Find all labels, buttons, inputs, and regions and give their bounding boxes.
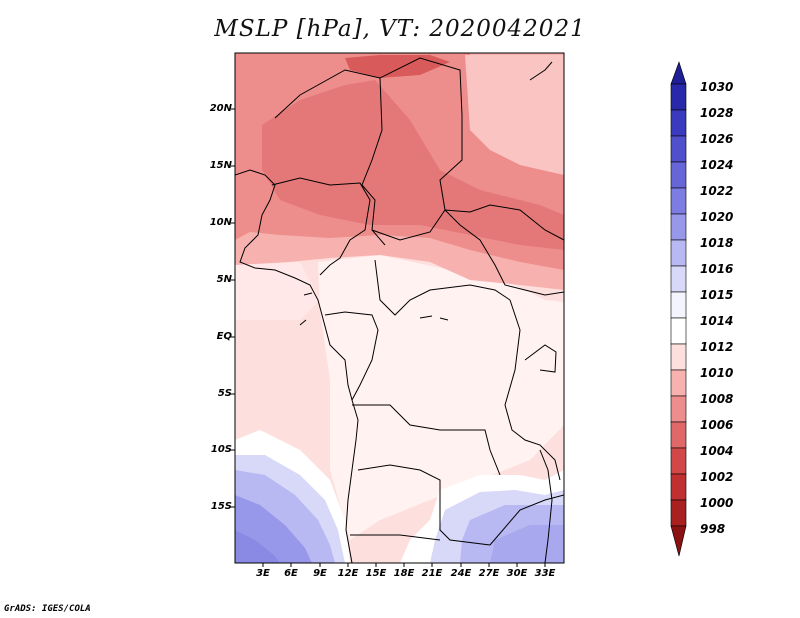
lat-label: 15S [210, 501, 232, 512]
colorbar-label: 1002 [700, 470, 734, 484]
lat-label: 20N [209, 103, 232, 114]
border-lake-victoria [524, 344, 557, 373]
colorbar-label: 1004 [700, 444, 734, 458]
coastline-red-sea [529, 61, 553, 81]
colorbar-label: 1024 [700, 158, 734, 172]
colorbar-segment [670, 343, 687, 371]
colorbar-segment [670, 317, 687, 345]
country-borders [235, 57, 564, 563]
colorbar-label: 1028 [700, 106, 734, 120]
colorbar-label: 1030 [700, 80, 734, 94]
border-angola-zambia [357, 464, 491, 546]
colorbar-bottom-arrow [670, 525, 687, 557]
border-angola-drc [352, 404, 501, 476]
colorbar-segment [670, 499, 687, 527]
colorbar [670, 61, 687, 557]
lon-ticks [262, 563, 546, 567]
field-1013 [318, 255, 564, 540]
lat-label: 10N [209, 217, 232, 228]
field-1006 [262, 80, 564, 250]
map-frame [234, 52, 565, 564]
border-east-drc [504, 299, 561, 481]
field-1018-se [490, 525, 564, 563]
colorbar-segment [670, 135, 687, 163]
colorbar-segment [670, 239, 687, 267]
lon-label: 15E [365, 568, 387, 579]
lat-label: 10S [210, 444, 232, 455]
colorbar-top-arrow [670, 61, 687, 85]
lon-label: 21E [421, 568, 443, 579]
pressure-field [235, 53, 564, 563]
colorbar-label: 1006 [700, 418, 734, 432]
lon-label: 27E [478, 568, 500, 579]
lon-label: 18E [393, 568, 415, 579]
colorbar-label: 1022 [700, 184, 734, 198]
colorbar-label: 1018 [700, 236, 734, 250]
colorbar-label: 1012 [700, 340, 734, 354]
colorbar-segment [670, 395, 687, 423]
colorbar-label: 1014 [700, 314, 734, 328]
colorbar-segment [670, 83, 687, 111]
border-zimbabwe [489, 494, 564, 546]
colorbar-segment [670, 213, 687, 241]
border-mozambique [539, 449, 553, 563]
colorbar-segment [670, 421, 687, 449]
colorbar-segment [670, 187, 687, 215]
lon-label: 3E [256, 568, 270, 579]
map-title: MSLP [hPa], VT: 2020042021 [214, 16, 586, 42]
colorbar-label: 1020 [700, 210, 734, 224]
border-nigeria [271, 177, 371, 276]
colorbar-segment [670, 447, 687, 475]
inland-water-bits [299, 292, 449, 326]
colorbar-label: 1026 [700, 132, 734, 146]
colorbar-segment [670, 265, 687, 293]
lat-label: 5S [217, 388, 232, 399]
colorbar-label: 1010 [700, 366, 734, 380]
field-1020-sw [235, 530, 280, 563]
colorbar-segment [670, 473, 687, 501]
border-south-sudan [444, 209, 564, 296]
lon-label: 30E [506, 568, 528, 579]
colorbar-segment [670, 291, 687, 319]
colorbar-segment [670, 109, 687, 137]
lat-label: 5N [216, 274, 232, 285]
lon-label: 6E [284, 568, 298, 579]
grads-credit: GrADS: IGES/COLA [4, 604, 91, 614]
lat-label: 15N [209, 160, 232, 171]
border-namibia [350, 534, 441, 541]
lat-ticks [231, 108, 235, 508]
lon-label: 24E [450, 568, 472, 579]
lat-label: EQ [216, 331, 232, 342]
field-1013-west [235, 262, 320, 320]
field-1011-ne [465, 55, 564, 175]
colorbar-label: 1016 [700, 262, 734, 276]
colorbar-label: 1000 [700, 496, 734, 510]
colorbar-label: 1015 [700, 288, 734, 302]
lon-label: 33E [534, 568, 556, 579]
border-gabon-congo [324, 311, 379, 401]
lon-label: 9E [313, 568, 327, 579]
colorbar-label: 1008 [700, 392, 734, 406]
border-car-drc [374, 259, 511, 316]
lon-label: 12E [337, 568, 359, 579]
coastline-west [235, 169, 359, 563]
colorbar-label: 998 [700, 522, 726, 536]
field-1004 [345, 55, 450, 78]
border-ethiopia [444, 204, 564, 241]
colorbar-segment [670, 369, 687, 397]
border-niger-chad [274, 69, 386, 246]
border-libya [379, 57, 463, 116]
colorbar-segment [670, 161, 687, 189]
